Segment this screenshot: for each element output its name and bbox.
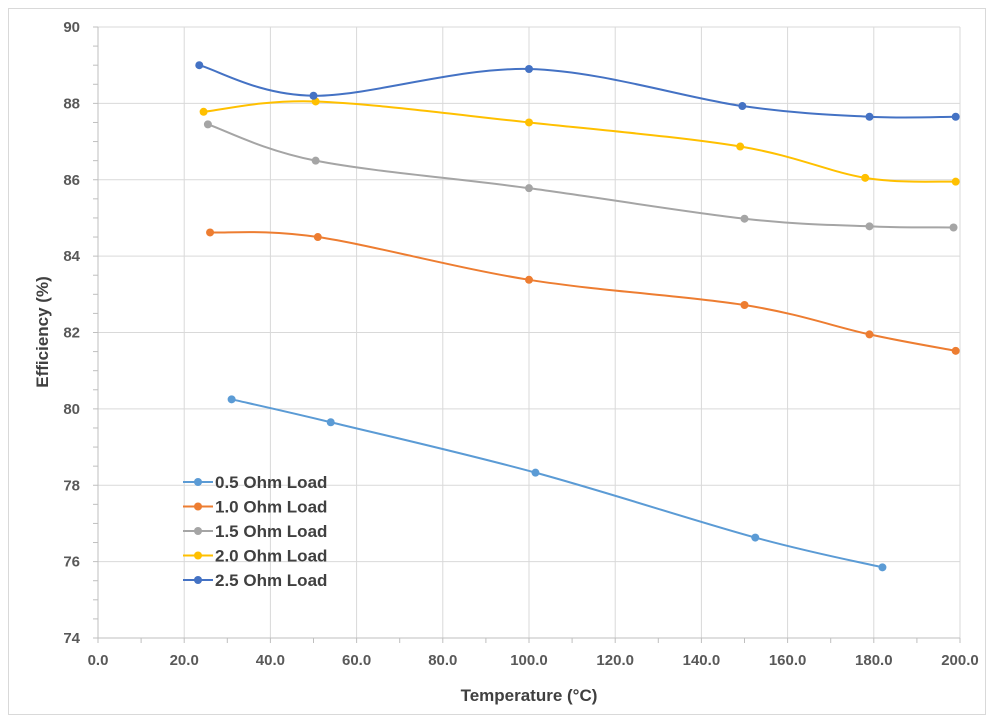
data-point — [861, 173, 870, 182]
y-tick-label: 74 — [63, 630, 80, 647]
x-tick-label: 120.0 — [596, 652, 634, 669]
legend-marker — [194, 478, 202, 486]
y-axis-title: Efficiency (%) — [33, 276, 52, 387]
x-tick-label: 160.0 — [769, 652, 807, 669]
y-tick-label: 90 — [63, 19, 80, 36]
x-tick-labels: 0.0 20.0 40.0 60.0 80.0 100.0 120.0 140.0 160.0 1… — [88, 652, 979, 669]
data-point — [311, 156, 320, 165]
data-point — [525, 275, 533, 284]
data-point — [865, 112, 874, 121]
x-tick-label: 0.0 — [88, 652, 109, 669]
x-tick-label: 100.0 — [510, 652, 548, 669]
x-tick-label: 80.0 — [428, 652, 457, 669]
data-point — [199, 107, 208, 116]
legend-label: 2.5 Ohm Load — [215, 571, 327, 590]
data-point — [195, 61, 204, 70]
x-tick-label: 200.0 — [941, 652, 979, 669]
y-tick-label: 88 — [63, 95, 80, 112]
legend-marker — [194, 576, 202, 584]
data-point — [878, 563, 887, 572]
data-point — [531, 468, 540, 477]
x-tick-label: 40.0 — [256, 652, 285, 669]
x-tick-label: 180.0 — [855, 652, 893, 669]
series-1 — [227, 395, 887, 572]
legend-item: 2.5 Ohm Load — [183, 571, 327, 590]
chart-area — [8, 8, 986, 715]
data-point — [206, 228, 215, 237]
data-point — [313, 233, 322, 242]
y-tick-label: 78 — [63, 477, 80, 494]
data-point — [740, 301, 749, 310]
data-point — [309, 91, 318, 100]
axes — [93, 26, 961, 643]
series-line — [199, 64, 956, 119]
legend-item: 1.0 Ohm Load — [183, 498, 327, 517]
data-point — [951, 177, 960, 186]
data-point — [740, 214, 749, 223]
data-point — [865, 330, 874, 339]
legend-label: 1.5 Ohm Load — [215, 522, 327, 541]
gridlines — [98, 26, 961, 638]
legend-item: 1.5 Ohm Load — [183, 522, 327, 541]
data-point — [738, 102, 747, 111]
data-point — [951, 346, 960, 355]
legend-item: 0.5 Ohm Load — [183, 473, 327, 492]
data-point — [203, 120, 212, 129]
data-point — [525, 184, 533, 193]
data-point — [751, 533, 760, 542]
data-point — [865, 222, 874, 231]
data-point — [949, 223, 958, 232]
x-axis-title: Temperature (°C) — [461, 686, 598, 705]
data-point — [736, 142, 745, 151]
series-line — [207, 123, 954, 229]
series-lines — [195, 61, 960, 572]
legend-label: 0.5 Ohm Load — [215, 473, 327, 492]
legend-item: 2.0 Ohm Load — [183, 547, 327, 566]
data-point — [227, 395, 236, 404]
data-point — [326, 418, 335, 427]
y-tick-label: 86 — [63, 172, 80, 189]
legend-marker — [194, 551, 202, 560]
series-4 — [199, 97, 960, 186]
series-5 — [195, 61, 960, 121]
series-3 — [203, 120, 958, 232]
legend-marker — [194, 502, 202, 511]
data-point — [525, 65, 533, 74]
legend-marker — [194, 527, 202, 535]
legend-label: 1.0 Ohm Load — [215, 498, 327, 517]
y-tick-label: 82 — [63, 325, 80, 342]
y-tick-label: 84 — [63, 248, 80, 265]
x-tick-label: 20.0 — [170, 652, 199, 669]
data-point — [525, 118, 533, 127]
legend: 0.5 Ohm Load 1.0 Ohm Load 1.5 Ohm Load 2.0 … — [183, 473, 327, 590]
series-line — [210, 231, 956, 352]
legend-label: 2.0 Ohm Load — [215, 547, 327, 566]
y-tick-label: 80 — [63, 401, 80, 418]
x-tick-label: 60.0 — [342, 652, 371, 669]
x-tick-label: 140.0 — [683, 652, 721, 669]
y-tick-label: 76 — [63, 554, 80, 571]
data-point — [951, 112, 960, 121]
series-line — [203, 100, 956, 183]
series-2 — [206, 228, 960, 355]
y-tick-labels: 74 76 78 80 82 84 86 88 90 — [63, 19, 80, 647]
